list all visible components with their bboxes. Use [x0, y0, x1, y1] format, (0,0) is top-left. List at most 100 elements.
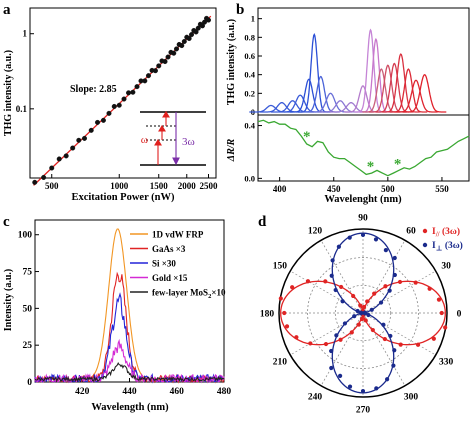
d-angle-label: 90 [358, 214, 368, 224]
d-data-point [372, 291, 377, 296]
d-grid-ring [278, 228, 448, 398]
d-data-point [305, 279, 311, 284]
d-data-point [392, 348, 397, 353]
b-top-ytick-label: 0.4 [244, 70, 255, 80]
d-data-point [284, 324, 290, 329]
c-xtick-label: 420 [75, 387, 90, 397]
a-data-point [189, 32, 195, 38]
b-xtick-label: 500 [381, 184, 395, 194]
d-grid-ring [307, 257, 419, 369]
d-data-point [439, 310, 444, 316]
d-grid-ring [334, 284, 392, 342]
b-star-marker: * [394, 157, 402, 173]
panel-b-reflectance-curve [257, 119, 470, 177]
d-data-point [398, 342, 403, 347]
d-grid-spoke [362, 270, 436, 314]
panel-c-letter: c [3, 214, 10, 230]
b-thg-peak [394, 79, 438, 113]
a-data-point [32, 179, 38, 185]
d-data-point [333, 287, 338, 293]
d-angle-label: 330 [439, 358, 454, 368]
d-data-point [387, 288, 392, 293]
d-data-point [349, 330, 354, 335]
d-data-point [381, 322, 386, 327]
d-data-point [347, 235, 352, 240]
a-ytick-label: 0.1 [16, 104, 28, 114]
d-data-point [308, 341, 313, 346]
a-data-point [206, 17, 212, 23]
d-angle-label: 300 [404, 393, 419, 403]
c-xtick-label: 440 [122, 387, 137, 397]
d-grid-spoke [320, 312, 364, 386]
panel-b-bottom-ticks: 0.0 0.4 400 450 500 550 [244, 121, 449, 194]
b-top-ytick-label: 1 [251, 14, 255, 24]
c-series-curve [34, 361, 225, 383]
d-angle-label: 180 [260, 310, 275, 320]
d-legend-label: I// (3ω) [432, 226, 460, 239]
a-data-point [181, 38, 187, 44]
d-data-point [385, 377, 390, 382]
b-thg-peak [381, 53, 420, 113]
a-data-point [162, 59, 168, 65]
c-xtick-label: 460 [170, 387, 185, 397]
d-angle-label: 240 [308, 393, 323, 403]
panel-b-top-ylabel: THG intensity (a.u.) [226, 19, 237, 105]
a-data-point [174, 46, 180, 52]
d-data-point [415, 342, 421, 347]
a-data-point [95, 119, 101, 125]
d-angle-label: 120 [308, 226, 323, 236]
d-data-point [323, 341, 329, 347]
panel-a-inset: ω 3ω [140, 110, 206, 166]
c-ytick-label: 25 [23, 341, 33, 351]
d-data-point [339, 284, 344, 290]
a-data-point [171, 50, 177, 56]
a-data-point [88, 127, 94, 133]
d-data-point [360, 232, 366, 238]
d-data-point [378, 300, 384, 305]
d-data-point [330, 258, 335, 263]
a-data-point [106, 110, 112, 116]
d-data-point [359, 316, 365, 322]
a-data-point [63, 153, 69, 159]
a-ytick-label: 1 [23, 29, 28, 39]
b-top-ytick-label: 0.8 [244, 32, 255, 42]
a-data-point [126, 90, 132, 96]
a-data-point [165, 54, 171, 60]
panel-c-ylabel: Intensity (a.u.) [3, 269, 14, 332]
a-data-point [116, 102, 122, 108]
c-ytick-label: 0 [27, 378, 32, 388]
d-data-point [383, 284, 388, 289]
c-series-curve [34, 292, 225, 384]
d-data-point [366, 312, 371, 318]
d-data-point [388, 333, 393, 339]
c-legend-label: Gold ×15 [152, 273, 188, 283]
d-grid-spoke [362, 312, 436, 356]
d-data-point [342, 321, 348, 326]
panel-c-legend: 1D vdW FRP GaAs ×3 Si ×30 Gold ×15 few-layer… [130, 230, 226, 300]
d-data-point [340, 299, 345, 304]
panel-b-top-ticks: 00.20.40.60.81 [244, 14, 262, 117]
d-data-point [431, 336, 436, 341]
a-xtick-label: 1000 [110, 181, 129, 191]
a-data-point [202, 19, 208, 25]
a-xtick-label: 2000 [178, 181, 197, 191]
d-angle-label: 210 [273, 358, 288, 368]
a-data-point [152, 68, 158, 74]
panel-d-polar-grid: 0 30 60 90 120 150 180 210 240 270 300 330 [260, 214, 462, 416]
b-xtick-label: 400 [273, 184, 287, 194]
d-data-point [436, 297, 442, 302]
a-data-point [121, 96, 127, 102]
a-data-point [70, 145, 76, 151]
d-grid-spoke [320, 240, 364, 314]
d-data-point [356, 322, 361, 327]
panel-a-ylabel: THG intensity (a.u.) [3, 50, 14, 136]
d-data-point [443, 325, 448, 330]
panel-b-top-frame [257, 7, 470, 116]
b-bottom-ytick-label: 0.0 [244, 173, 255, 183]
a-data-point [179, 43, 185, 49]
d-data-point [347, 384, 353, 389]
panel-a-slope-annotation: Slope: 2.85 [70, 84, 117, 95]
a-data-point [134, 84, 140, 90]
a-data-point [82, 135, 88, 141]
a-data-point [111, 103, 117, 109]
